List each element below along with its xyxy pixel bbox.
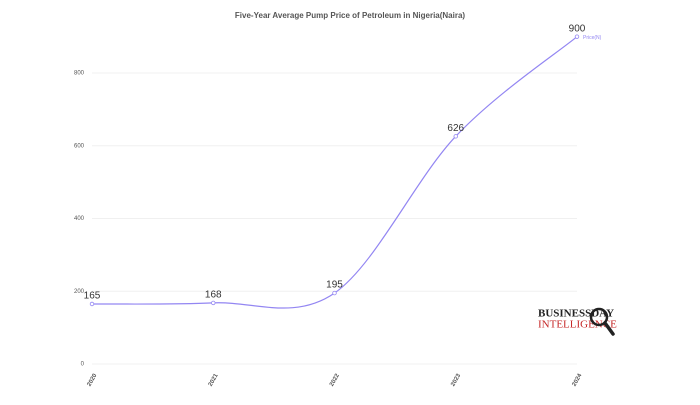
- data-label: 165: [84, 291, 101, 302]
- point: [211, 300, 216, 306]
- x-tick-label: 2023: [450, 372, 462, 387]
- x-tick-label: 2024: [572, 372, 584, 387]
- y-tick-label: 400: [74, 216, 85, 222]
- y-tick-label: 200: [74, 289, 85, 295]
- watermark-line2: INTELLIGENCE: [538, 319, 617, 331]
- y-tick-label: 0: [81, 362, 85, 368]
- point: [453, 134, 458, 139]
- data-label: 900: [569, 23, 586, 34]
- x-tick-label: 2020: [87, 372, 99, 387]
- data-label: 626: [447, 123, 464, 134]
- data-label: 168: [205, 290, 222, 301]
- legend-label: Price(N): [583, 35, 602, 41]
- magnifier-handle: [603, 321, 615, 336]
- point: [574, 34, 580, 39]
- line: [91, 36, 578, 309]
- watermark: BUSINESSDAY INTELLIGENCE: [538, 307, 617, 336]
- data-label: 195: [326, 280, 343, 291]
- x-tick-label: 2021: [208, 372, 220, 387]
- point: [89, 301, 95, 307]
- magnifier-lens: [589, 307, 609, 327]
- y-tick-label: 600: [74, 143, 85, 149]
- point: [332, 290, 337, 296]
- x-tick-label: 2022: [329, 372, 341, 387]
- chart-title: Five-Year Average Pump Price of Petroleu…: [235, 11, 465, 20]
- y-tick-label: 800: [74, 71, 85, 77]
